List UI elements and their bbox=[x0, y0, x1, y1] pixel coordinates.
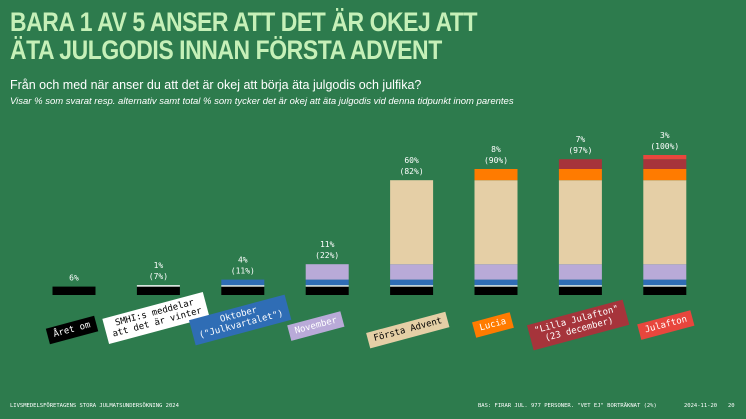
bar-segment bbox=[643, 169, 687, 181]
total-label: (82%) bbox=[400, 167, 424, 176]
total-label: (7%) bbox=[149, 272, 168, 281]
bar-segment bbox=[390, 264, 434, 280]
value-label: 6% bbox=[69, 274, 79, 283]
bar-segment bbox=[643, 286, 687, 295]
bar-segment bbox=[390, 279, 434, 286]
bar-segment bbox=[305, 286, 349, 295]
bar-segment bbox=[558, 169, 602, 181]
value-label: 1% bbox=[154, 261, 164, 270]
footer-date: 2024-11-20 bbox=[684, 403, 718, 409]
note: Visar % som svarat resp. alternativ samt… bbox=[10, 96, 514, 107]
footer-source: LIVSMEDELSFÖRETAGENS STORA JULMATSUNDERS… bbox=[10, 403, 179, 409]
bar-segment bbox=[474, 286, 518, 295]
bar-segment bbox=[305, 285, 349, 287]
bar-segment bbox=[643, 279, 687, 286]
bar-segment bbox=[221, 285, 265, 287]
bar-segment bbox=[221, 279, 265, 286]
bar-segment bbox=[558, 286, 602, 295]
bar-segment bbox=[643, 180, 687, 265]
bar-segment bbox=[305, 279, 349, 286]
bar-segment bbox=[390, 180, 434, 265]
title: BARA 1 AV 5 ANSER ATT DET ÄR OKEJ ATT ÄT… bbox=[10, 7, 478, 65]
value-label: 7% bbox=[576, 135, 586, 144]
bar-segment bbox=[558, 279, 602, 286]
bar-segment bbox=[221, 286, 265, 295]
footer-base: BAS: FIRAR JUL. 977 PERSONER. "VET EJ" B… bbox=[478, 403, 657, 409]
value-label: 11% bbox=[320, 240, 335, 249]
bar-segment bbox=[474, 264, 518, 280]
bar-segment bbox=[305, 264, 349, 280]
value-label: 8% bbox=[491, 145, 501, 154]
footer-page: 20 bbox=[728, 403, 735, 409]
bar-segment bbox=[390, 285, 434, 287]
bar-segment bbox=[474, 169, 518, 181]
total-label: (11%) bbox=[231, 267, 255, 276]
value-label: 3% bbox=[660, 131, 670, 140]
value-label: 60% bbox=[404, 156, 419, 165]
bar-segment bbox=[474, 285, 518, 287]
bar-segment bbox=[643, 159, 687, 169]
bar-segment bbox=[52, 286, 96, 295]
bar-segment bbox=[558, 180, 602, 265]
bar-segment bbox=[558, 285, 602, 287]
total-label: (100%) bbox=[650, 142, 679, 151]
bar-segment bbox=[643, 155, 687, 160]
bar-segment bbox=[390, 286, 434, 295]
bar-segment bbox=[558, 264, 602, 280]
bar-segment bbox=[643, 264, 687, 280]
bar-segment bbox=[558, 159, 602, 169]
total-label: (90%) bbox=[484, 156, 508, 165]
bar-segment bbox=[136, 285, 180, 287]
subtitle: Från och med när anser du att det är oke… bbox=[10, 78, 422, 92]
bar-segment bbox=[643, 285, 687, 287]
bar-segment bbox=[136, 286, 180, 295]
total-label: (22%) bbox=[315, 251, 339, 260]
value-label: 4% bbox=[238, 256, 248, 265]
bar-segment bbox=[474, 279, 518, 286]
bar-segment bbox=[474, 180, 518, 265]
total-label: (97%) bbox=[568, 146, 592, 155]
